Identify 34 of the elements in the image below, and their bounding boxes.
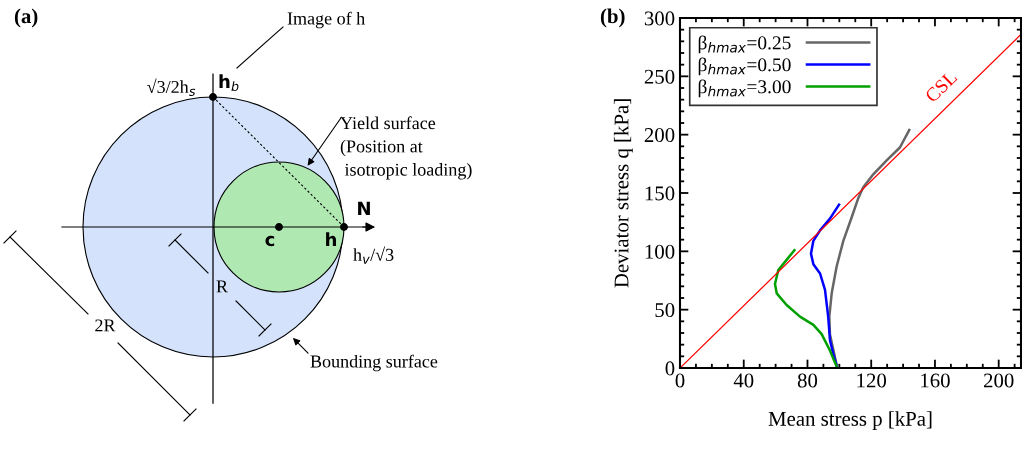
text: √3/2h$_{s}$ [147,78,196,96]
line-series [809,203,841,368]
y-tick-label: 100 [645,244,675,259]
text: N [358,201,370,215]
text: R [216,280,228,293]
y-tick-label: 300 [644,11,675,26]
x-tick-label: 160 [921,373,950,388]
annotation: CSL [924,70,958,104]
text: (a) [14,8,38,28]
legend-label: β$_{hmax}$=0.25 [698,35,791,54]
legend-label: β$_{hmax}$=3.00 [698,79,791,98]
y-tick-label: 150 [645,186,675,201]
text: 2R [95,319,116,332]
x-tick-label: 120 [857,373,887,388]
text: c [265,235,275,247]
y-tick-label: 250 [644,69,675,84]
text: h [326,232,337,246]
y-tick-label: 200 [644,128,675,143]
x-axis-title: Mean stress p [kPa] [768,411,932,431]
text: Bounding surface [310,354,438,372]
y-tick-label: 50 [655,303,675,318]
chart-title: (b) [600,8,625,28]
legend-label: β$_{hmax}$=0.50 [698,57,791,76]
y-axis-title: Deviator stress q [kPa] [613,99,633,288]
line-series [773,248,839,368]
y-tick-label: 0 [665,361,675,376]
text: Yield surface (Position at isotropic loading) [340,116,472,180]
x-tick-label: 200 [983,373,1014,388]
x-tick-label: 80 [797,373,818,388]
text: h$_{v}$/√3 [353,246,394,264]
x-tick-label: 40 [733,373,754,388]
x-tick-label: 0 [675,373,685,388]
text: h$_{b}$ [219,74,239,92]
text: Image of h [287,11,365,29]
